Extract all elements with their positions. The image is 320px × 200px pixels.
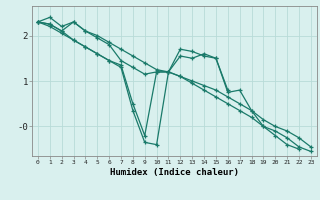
X-axis label: Humidex (Indice chaleur): Humidex (Indice chaleur) — [110, 168, 239, 177]
